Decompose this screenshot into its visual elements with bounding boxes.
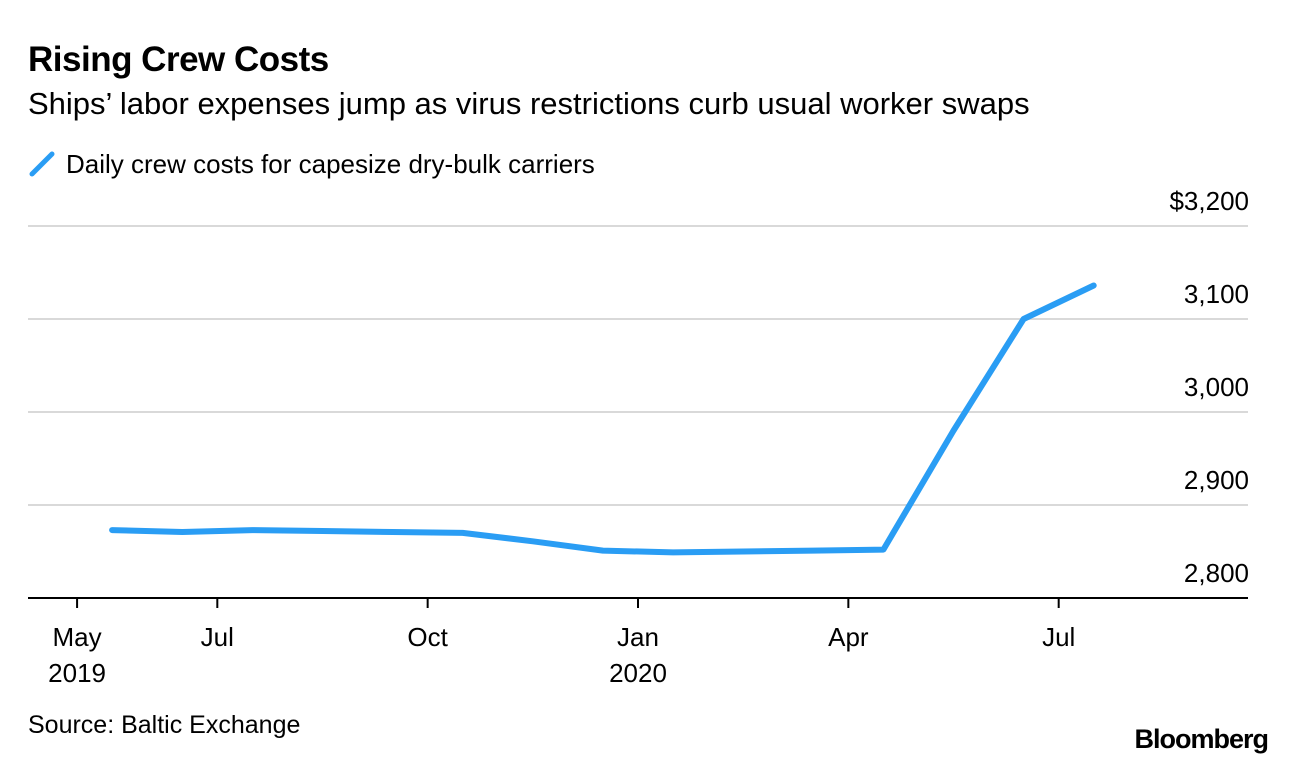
x-tick-label: Jan <box>617 622 659 652</box>
chart-legend: Daily crew costs for capesize dry-bulk c… <box>28 146 595 182</box>
grid-layer <box>28 225 1248 506</box>
y-tick-label: 3,000 <box>1184 372 1249 402</box>
y-tick-label: 2,800 <box>1184 558 1249 588</box>
y-tick-label: 3,100 <box>1184 279 1249 309</box>
series-layer <box>109 282 1097 556</box>
x-tick-label: Jul <box>1042 622 1075 652</box>
chart-subtitle: Ships’ labor expenses jump as virus rest… <box>28 86 1030 121</box>
y-axis-ticks: 2,800 2,900 3,000 3,100 $3,200 <box>1169 186 1249 588</box>
y-tick-label: 2,900 <box>1184 465 1249 495</box>
source-note: Source: Baltic Exchange <box>28 711 301 739</box>
x-tick-sublabel: 2019 <box>48 658 106 688</box>
x-tick-label: Apr <box>828 622 869 652</box>
x-axis: May 2019 Jul Oct Jan 2020 Apr Jul <box>28 597 1248 688</box>
bloomberg-logo: Bloomberg <box>1134 724 1269 754</box>
legend-label: Daily crew costs for capesize dry-bulk c… <box>66 148 595 179</box>
x-tick-label: Oct <box>407 622 448 652</box>
legend-swatch-icon <box>29 151 55 177</box>
x-tick-sublabel: 2020 <box>609 658 667 688</box>
chart-title: Rising Crew Costs <box>28 40 329 79</box>
x-tick-label: May <box>53 622 102 652</box>
x-tick-label: Jul <box>201 622 234 652</box>
series-line <box>109 282 1097 556</box>
y-tick-label: $3,200 <box>1169 186 1249 216</box>
